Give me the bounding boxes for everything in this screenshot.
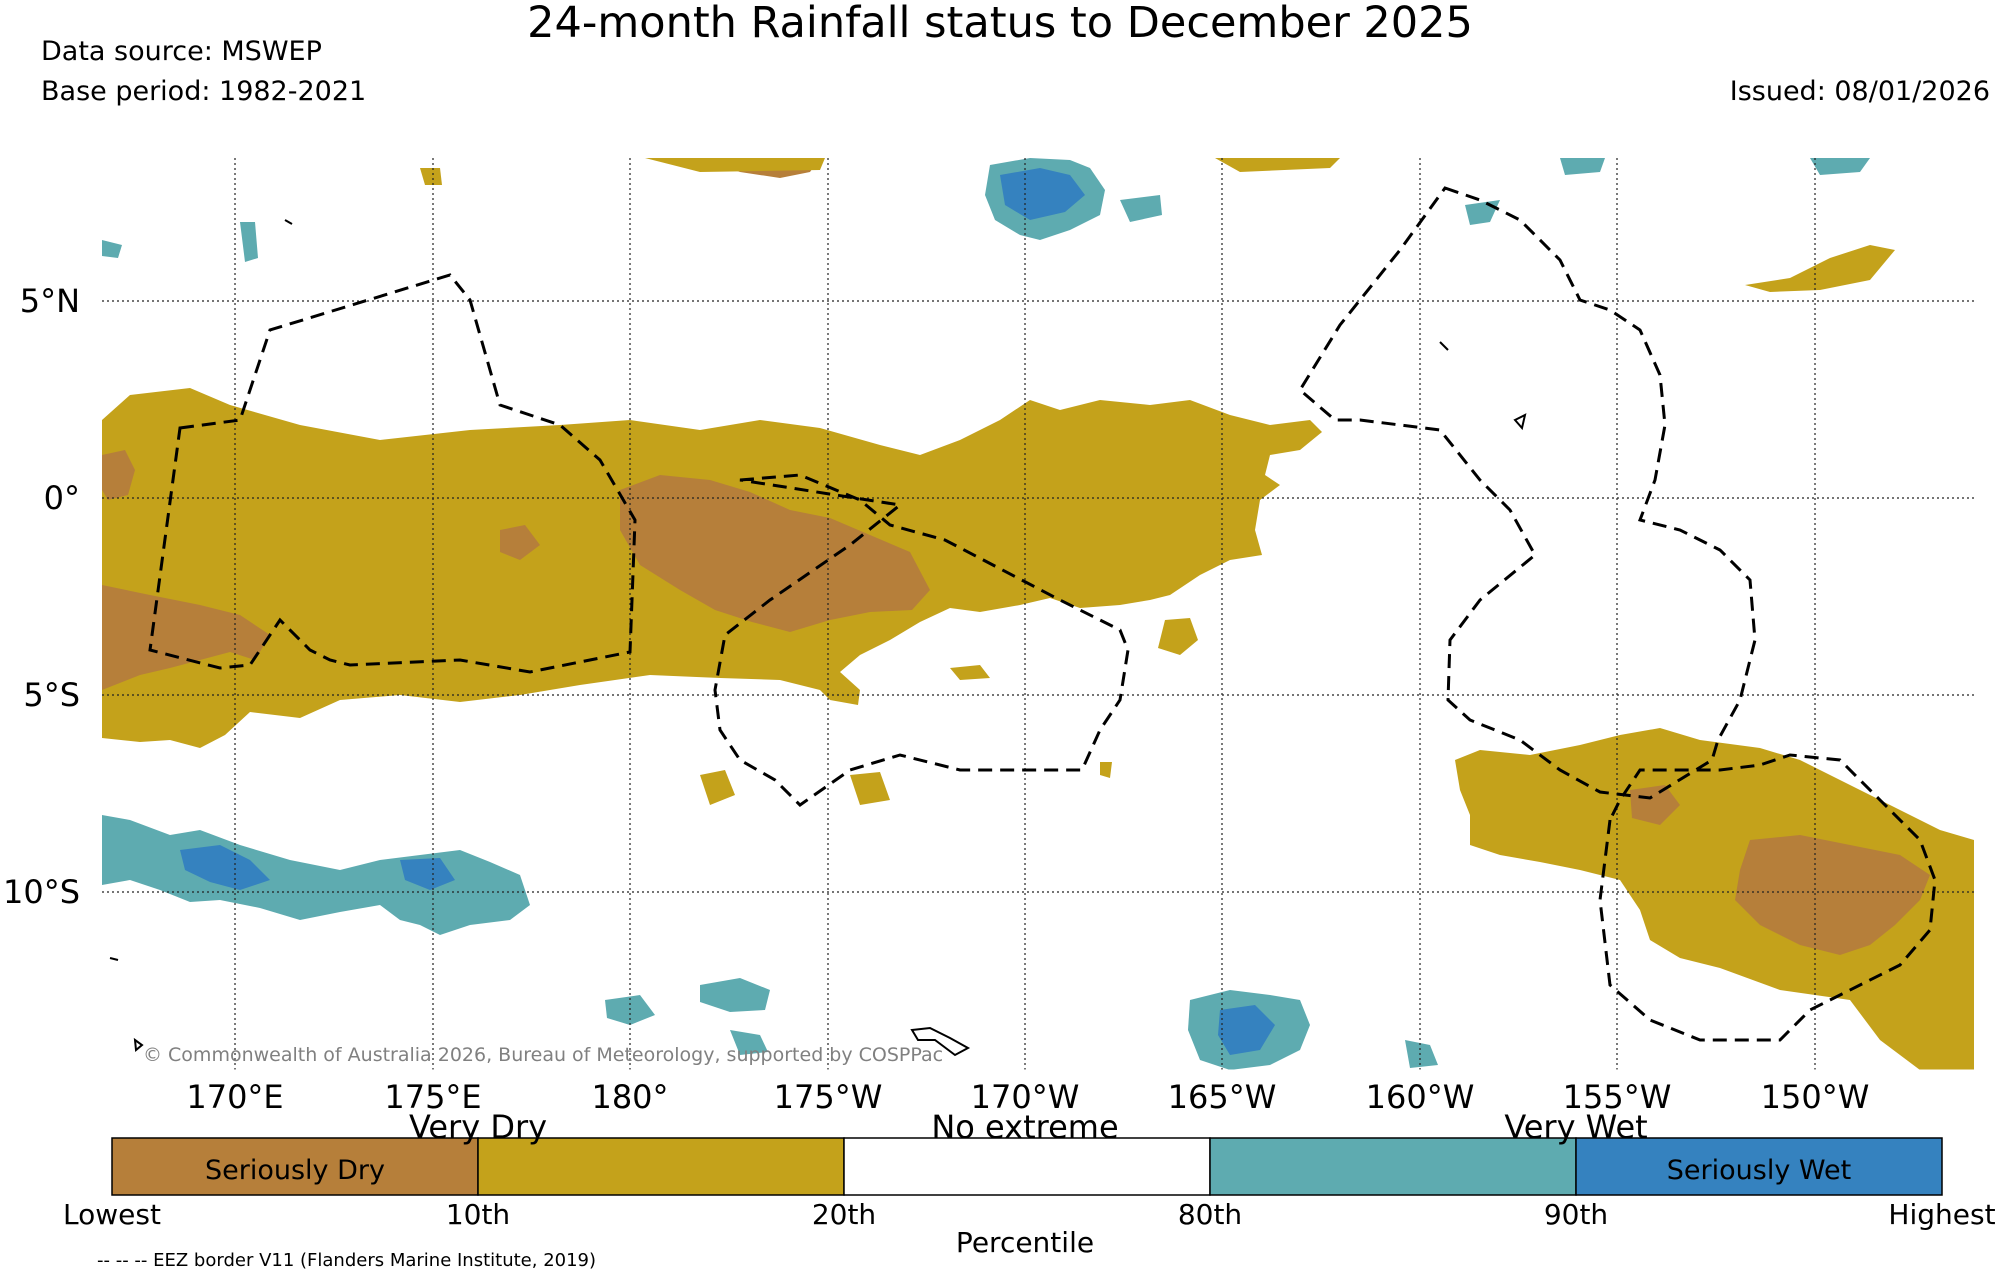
very-wet-patch-10 [1120, 195, 1162, 222]
longitude-label: 160°W [1365, 1078, 1475, 1116]
colorbar [111, 1137, 1943, 1196]
very-dry-patch-5 [1100, 762, 1112, 778]
colorbar-tick: Highest [1888, 1198, 1996, 1231]
gridlines [102, 158, 1974, 1070]
longitude-label: 155°W [1562, 1078, 1672, 1116]
very-wet-patch-1 [700, 978, 770, 1012]
category-very-dry: Very Dry [408, 1108, 548, 1146]
very-wet-patch-5 [1560, 158, 1605, 175]
longitude-label: 150°W [1760, 1078, 1870, 1116]
very-wet-patch-7 [1465, 200, 1500, 225]
longitude-label: 170°E [186, 1078, 284, 1116]
colorbar-tick: Lowest [63, 1198, 161, 1231]
very-wet-patch-8 [102, 240, 122, 258]
very-wet-patch-4 [1405, 1040, 1438, 1068]
very-dry-patch-north-1 [645, 158, 825, 172]
issued-date-text: Issued: 08/01/2026 [1729, 76, 1990, 107]
seriously-wet-region-north [1000, 168, 1085, 220]
eez-borders [148, 186, 1937, 1042]
very-wet-patch-3 [730, 1030, 768, 1055]
seriously-dry-region-southeast-2 [1630, 785, 1680, 825]
eez-border-kiribati-gilbert [148, 273, 637, 674]
longitude-label: 165°W [1167, 1078, 1277, 1116]
latitude-label: 5°S [23, 676, 80, 714]
very-dry-patch-1 [1158, 618, 1198, 655]
very-dry-patch-2 [950, 665, 990, 680]
colorbar-tick: 80th [1177, 1198, 1243, 1231]
latitude-label: 0° [43, 479, 80, 517]
seriously-dry-region-southeast [1735, 835, 1930, 955]
map-title: 24-month Rainfall status to December 202… [527, 0, 1473, 48]
seriously-dry-region-patch-small [500, 525, 540, 560]
seriously-wet-region-southwest [180, 845, 270, 890]
very-dry-patch-northeast [1745, 245, 1895, 292]
very-wet-region-southwest [102, 815, 530, 935]
colorbar-tick: 10th [445, 1198, 511, 1231]
copyright-notice: © Commonwealth of Australia 2026, Bureau… [143, 1044, 944, 1066]
category-seriously-wet: Seriously Wet [1666, 1155, 1852, 1186]
very-wet-patch-6 [1810, 158, 1870, 175]
category-very-wet: Very Wet [1504, 1108, 1648, 1146]
very-dry-patch-north-2 [1215, 158, 1340, 172]
colorbar-very-dry [477, 1137, 845, 1196]
longitude-label: 170°W [970, 1078, 1080, 1116]
base-period-text: Base period: 1982-2021 [41, 76, 367, 107]
colorbar-seriously-wet [1575, 1137, 1943, 1196]
very-dry-patch-3 [700, 770, 735, 805]
latitude-label: 5°N [19, 282, 80, 320]
eez-border-phoenix [713, 473, 1130, 807]
colorbar-very-wet [1209, 1137, 1577, 1196]
very-dry-patch-6 [420, 168, 442, 185]
category-no-extreme: No extreme [931, 1108, 1119, 1146]
colorbar-no-extreme [843, 1137, 1211, 1196]
longitude-label: 175°E [384, 1078, 482, 1116]
very-dry-patch-4 [850, 772, 890, 805]
colorbar-tick: 20th [811, 1198, 877, 1231]
data-source-text: Data source: MSWEP [41, 36, 322, 67]
longitude-label: 175°W [773, 1078, 883, 1116]
very-wet-patch-9 [240, 222, 258, 262]
island-outlines [109, 219, 1527, 1057]
eez-legend-note: -- -- -- EEZ border V11 (Flanders Marine… [97, 1250, 597, 1271]
seriously-dry-region-west [102, 585, 270, 690]
seriously-wet-region-southwest-2 [400, 858, 455, 890]
very-dry-region-southeast [1455, 728, 1974, 1070]
longitude-label: 180° [591, 1078, 669, 1116]
eez-border-line-islands [1298, 186, 1757, 800]
eez-border-cook-islands [1598, 753, 1937, 1042]
colorbar-tick: 90th [1543, 1198, 1609, 1231]
seriously-dry-region-west-north [102, 450, 135, 500]
seriously-wet-region-south-central [1218, 1005, 1275, 1055]
seriously-dry-region-central [620, 475, 930, 632]
category-seriously-dry: Seriously Dry [205, 1155, 385, 1186]
latitude-label: 10°S [2, 873, 80, 911]
colorbar-axis-label: Percentile [955, 1226, 1095, 1259]
